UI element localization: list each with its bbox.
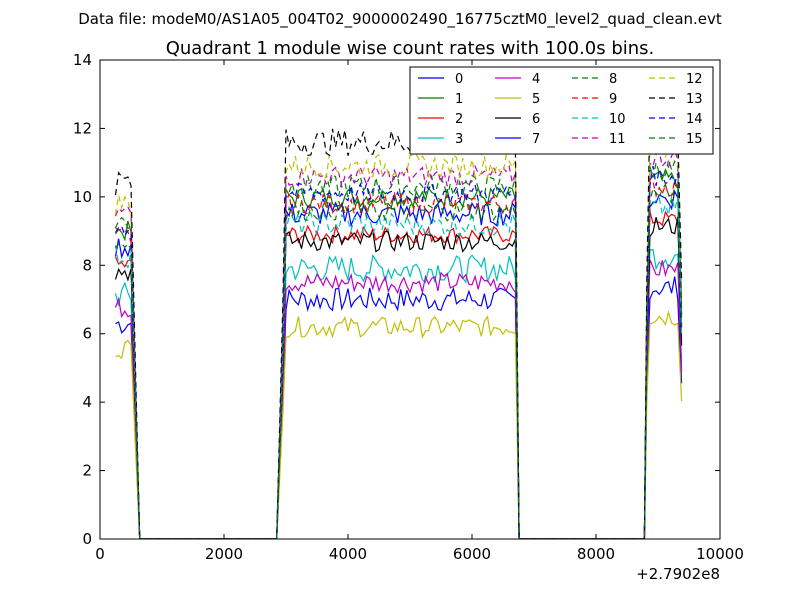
legend-label-3: 3	[455, 132, 463, 147]
y-tick-label: 6	[82, 325, 92, 343]
series-line-10	[114, 196, 683, 539]
x-tick-label: 0	[95, 545, 105, 563]
series-line-6	[114, 216, 683, 539]
legend-label-0: 0	[455, 72, 463, 87]
legend-label-4: 4	[532, 72, 540, 87]
legend-label-6: 6	[532, 112, 540, 127]
legend-label-10: 10	[609, 112, 626, 127]
x-axis: 0 2000 4000 6000 8000 10000	[95, 60, 744, 563]
legend-label-14: 14	[686, 112, 703, 127]
series-line-0	[115, 276, 683, 539]
figure-suptitle: Data file: modeM0/AS1A05_004T02_90000024…	[78, 10, 722, 29]
legend-label-15: 15	[686, 132, 703, 147]
y-tick-label: 14	[73, 51, 92, 69]
y-tick-label: 8	[82, 256, 92, 274]
x-tick-label: 8000	[577, 545, 615, 563]
x-tick-label: 2000	[205, 545, 243, 563]
series-line-15	[115, 182, 683, 539]
legend-label-5: 5	[532, 92, 540, 107]
x-tick-label: 6000	[453, 545, 491, 563]
legend-label-9: 9	[609, 92, 617, 107]
plot-area	[99, 59, 721, 540]
series-line-13	[114, 108, 683, 539]
series-layer	[114, 108, 683, 539]
plot-frame	[99, 59, 721, 540]
legend-label-1: 1	[455, 92, 463, 107]
x-tick-label: 10000	[696, 545, 744, 563]
series-line-3	[114, 248, 683, 539]
y-tick-label: 10	[73, 188, 92, 206]
series-line-4	[114, 259, 683, 539]
y-tick-label: 4	[82, 393, 92, 411]
series-line-5	[115, 310, 683, 539]
legend-box	[409, 66, 714, 155]
legend-label-12: 12	[686, 72, 703, 87]
legend-label-11: 11	[609, 132, 626, 147]
x-tick-label: 4000	[329, 545, 367, 563]
y-tick-label: 2	[82, 462, 92, 480]
series-line-2	[114, 210, 683, 539]
y-tick-label: 12	[73, 119, 92, 137]
legend-label-7: 7	[532, 132, 540, 147]
legend-label-13: 13	[686, 92, 703, 107]
series-line-9	[115, 177, 683, 539]
y-tick-label: 0	[82, 530, 92, 548]
series-line-1	[115, 168, 683, 539]
series-line-11	[114, 149, 683, 539]
x-offset-label: +2.7902e8	[636, 565, 720, 583]
series-line-14	[114, 165, 683, 539]
series-line-7	[114, 189, 683, 539]
legend-label-8: 8	[609, 72, 617, 87]
legend-label-2: 2	[455, 112, 463, 127]
chart-title: Quadrant 1 module wise count rates with …	[166, 38, 655, 59]
series-line-12	[114, 141, 683, 539]
